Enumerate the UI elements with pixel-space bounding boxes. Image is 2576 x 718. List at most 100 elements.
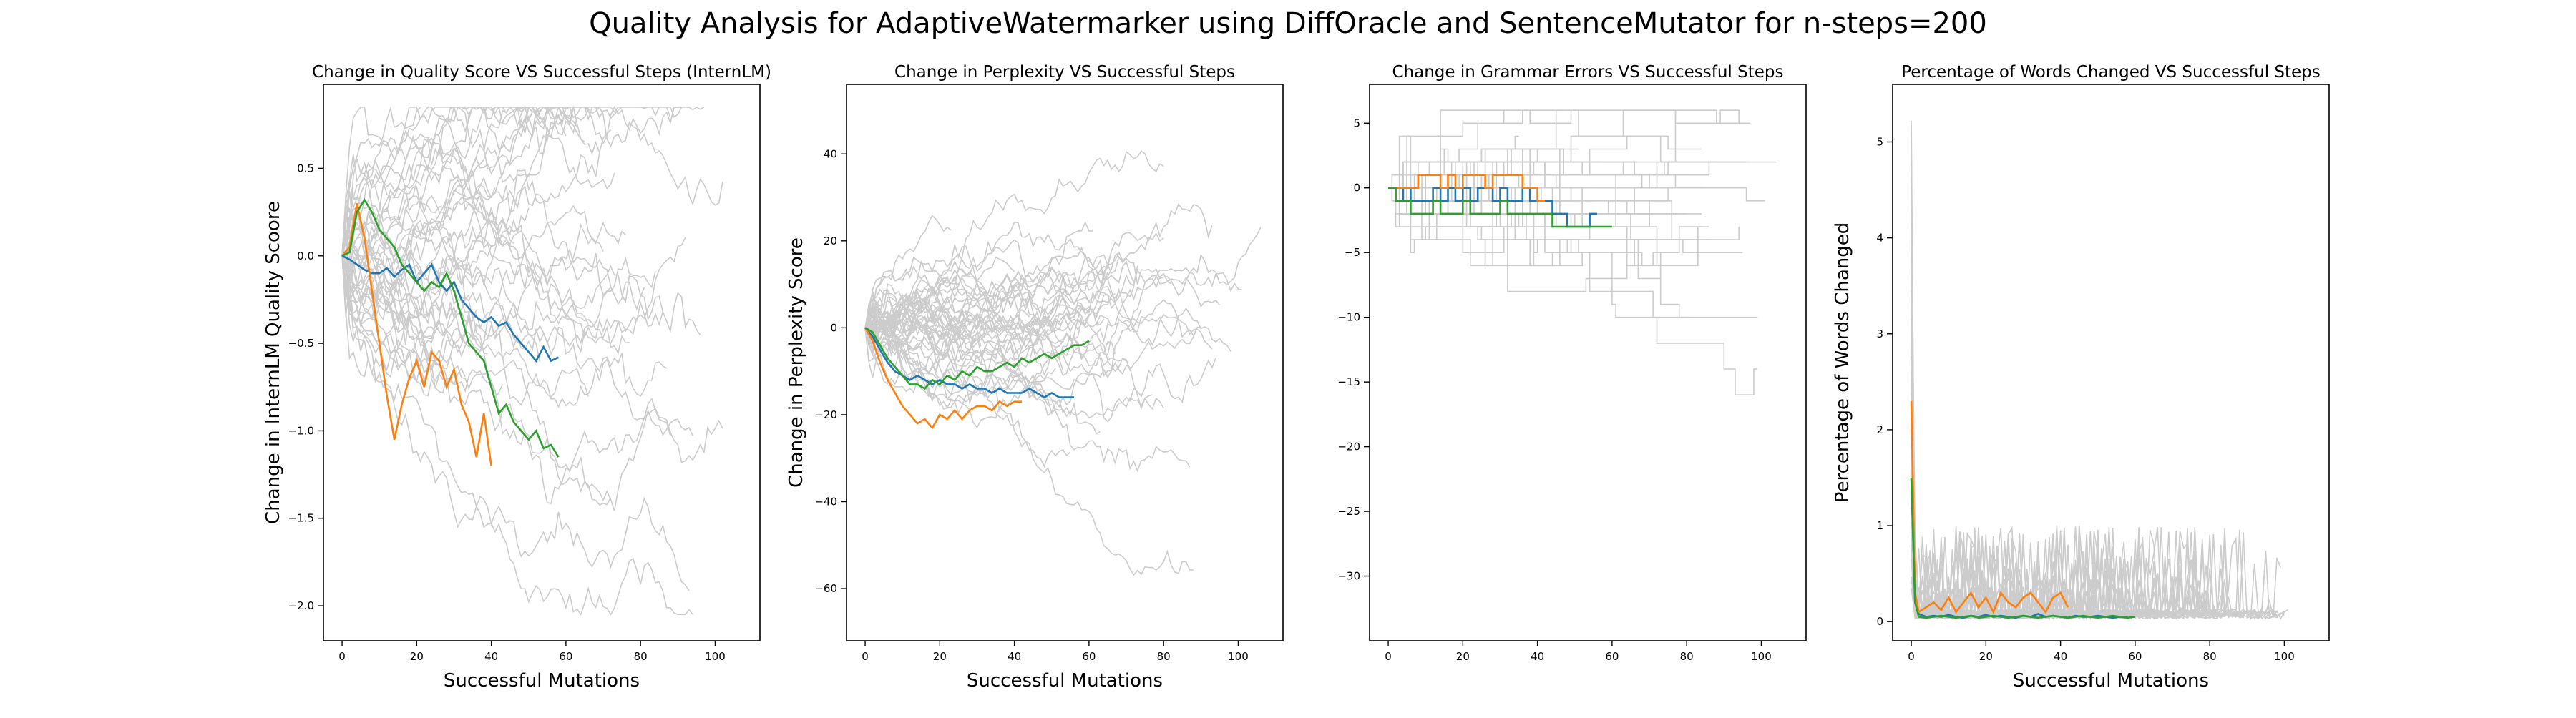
y-tick-label: 0 (830, 321, 837, 334)
x-ticks: 0 20 40 60 80 100 (338, 641, 726, 663)
background-line (864, 311, 1213, 376)
y-tick-label: −1.0 (288, 424, 314, 437)
x-tick-label: 60 (1082, 650, 1096, 663)
background-line (1388, 109, 1679, 189)
y-tick-label: −15 (1337, 375, 1360, 388)
background-line (341, 106, 421, 256)
x-tick-label: 40 (484, 650, 498, 663)
background-lines (341, 105, 723, 616)
background-line (1388, 109, 1750, 189)
background-line (864, 297, 1201, 360)
y-tick-label: 5 (1876, 135, 1883, 148)
background-line (341, 152, 600, 323)
y-tick-label: 0 (1876, 615, 1883, 628)
highlight-series (864, 327, 1090, 430)
series-line-3 (341, 198, 560, 458)
y-tick-label: −40 (814, 496, 837, 508)
highlight-series (341, 198, 560, 466)
x-ticks: 0 20 40 60 80 100 (1385, 641, 1772, 663)
background-line (864, 252, 1112, 328)
x-tick-label: 40 (1008, 650, 1021, 663)
panel-title: Percentage of Words Changed VS Successfu… (1901, 63, 2321, 82)
x-tick-label: 0 (862, 650, 869, 663)
background-line (341, 105, 612, 256)
background-line (1388, 161, 1750, 227)
highlight-series (1910, 400, 2136, 619)
background-line (1388, 148, 1579, 189)
y-tick-label: 1 (1876, 519, 1883, 532)
x-axis-label: Successful Mutations (2013, 670, 2209, 692)
axes-frame (846, 84, 1284, 641)
y-tick-label: −20 (1337, 441, 1360, 453)
background-line (864, 298, 1090, 339)
x-tick-label: 100 (1751, 650, 1772, 663)
x-tick-label: 0 (1385, 650, 1392, 663)
x-tick-label: 80 (1680, 650, 1694, 663)
x-tick-label: 60 (559, 650, 572, 663)
background-line (864, 326, 1056, 413)
background-lines (1388, 109, 1777, 395)
x-tick-label: 60 (1605, 650, 1619, 663)
background-line (864, 297, 1063, 337)
background-line (341, 244, 432, 348)
x-axis-label: Successful Mutations (967, 670, 1163, 692)
y-ticks: 0 1 2 3 4 5 (1876, 135, 1893, 628)
background-line (1911, 120, 2225, 621)
x-tick-label: 80 (1157, 650, 1171, 663)
background-line (864, 265, 1138, 350)
axes-frame (323, 84, 761, 641)
background-line (341, 125, 615, 260)
x-ticks: 0 20 40 60 80 100 (1908, 641, 2295, 663)
background-line (864, 227, 1262, 371)
background-line (864, 272, 1108, 363)
panel-title: Change in Perplexity VS Successful Steps (894, 63, 1235, 82)
y-tick-label: −5 (1345, 246, 1360, 259)
background-line (341, 255, 477, 341)
x-tick-label: 40 (1531, 650, 1544, 663)
background-line (341, 174, 630, 355)
series-line-3 (1910, 477, 2136, 619)
background-line (341, 164, 496, 269)
background-line (341, 106, 682, 256)
panel-2: 0 20 40 60 80 100 −60 −40 −20 0 20 40 Change in Perp… (786, 63, 1284, 692)
background-line (864, 150, 1164, 345)
panel-1: 0 20 40 60 80 100 −2.0 −1.5 −1.0 −0.5 0.0 0.5 Change… (263, 63, 771, 692)
background-line (341, 159, 664, 321)
background-line (864, 215, 952, 328)
y-tick-label: −60 (814, 582, 837, 595)
x-tick-label: 20 (1456, 650, 1470, 663)
y-tick-label: 40 (824, 147, 837, 160)
background-line (1388, 174, 1478, 189)
y-tick-label: −25 (1337, 505, 1360, 518)
background-line (864, 254, 1242, 330)
series-line-2 (341, 203, 492, 466)
y-tick-label: 5 (1353, 117, 1360, 129)
x-tick-label: 80 (634, 650, 648, 663)
background-line (864, 328, 1116, 383)
background-line (1388, 174, 1706, 215)
y-tick-label: 0.0 (297, 250, 314, 262)
highlight-series (1388, 174, 1612, 228)
panel-title: Change in Quality Score VS Successful St… (312, 63, 771, 82)
background-lines (1911, 120, 2289, 621)
panel-3: 0 20 40 60 80 100 −30 −25 −20 −15 −10 −5 0 5 Change in… (1337, 63, 1807, 663)
x-tick-label: 80 (2203, 650, 2217, 663)
background-lines (864, 150, 1262, 576)
axes-frame (1892, 84, 2330, 641)
y-tick-label: −2.0 (288, 599, 314, 612)
x-tick-label: 100 (2274, 650, 2295, 663)
background-line (864, 279, 1198, 373)
background-line (341, 109, 589, 256)
y-tick-label: −1.5 (288, 512, 314, 525)
background-line (1388, 187, 1654, 253)
x-tick-label: 60 (2128, 650, 2142, 663)
series-line-3 (864, 327, 1090, 390)
background-line (864, 256, 1015, 340)
background-line (1911, 442, 2259, 620)
background-line (341, 255, 701, 371)
series-line-3 (1388, 187, 1612, 228)
y-tick-label: 4 (1876, 232, 1883, 245)
background-line (341, 106, 705, 257)
series-line-1 (864, 327, 1074, 399)
